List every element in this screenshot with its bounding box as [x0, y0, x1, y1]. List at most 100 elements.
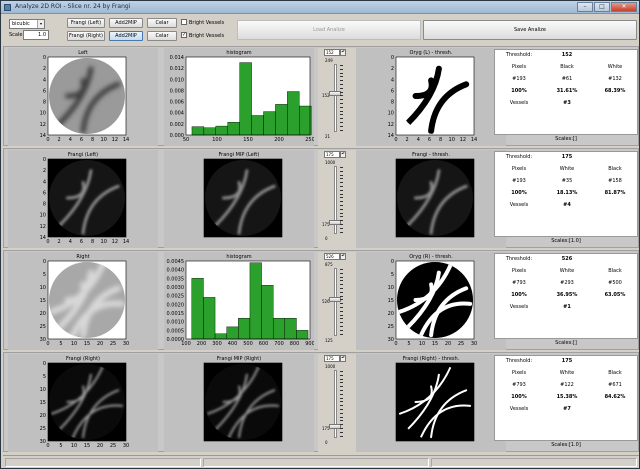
plot-canvas: histogram 0.0045 0.0040 0.0035 0.0030 0.0025 0… [167, 254, 315, 347]
y-tick-label: 0.010 [170, 77, 184, 83]
spin-up-icon[interactable]: ▴▾ [340, 49, 346, 56]
vessel-stroke [417, 301, 473, 338]
count-cell: #193 [512, 178, 526, 184]
col-header: Pixels [511, 370, 527, 376]
slider-tick [340, 95, 343, 97]
roi-image [49, 262, 125, 338]
y-tick-label: 8 [43, 100, 46, 106]
load-analize-button[interactable]: Load Analize [237, 20, 421, 40]
slider-tick [340, 167, 343, 168]
x-tick-label: 100 [212, 137, 222, 143]
axes-frame [395, 260, 475, 340]
vessel-stroke [430, 389, 468, 439]
maximize-button[interactable]: □ [594, 2, 610, 12]
x-tick-label: 0 [46, 341, 49, 347]
close-button[interactable]: ✕ [611, 2, 637, 12]
col-header: Black [608, 166, 622, 172]
count-cell: #132 [608, 76, 622, 82]
celar-right-button[interactable]: Celar [147, 31, 177, 41]
col-header: White [559, 166, 575, 172]
spin-up-icon[interactable]: ▴▾ [340, 151, 346, 158]
y-tick-label: 20 [40, 413, 46, 419]
add2mip-right-button[interactable]: Add2MIP [109, 31, 143, 41]
slider-thumb[interactable] [329, 91, 341, 97]
plot-canvas: Frangi MIP (Right) [203, 356, 283, 442]
x-tick-label: 150 [243, 137, 253, 143]
stats-panel: Threshold: 175 Pixels White Black #793 #… [494, 355, 638, 441]
y-tick-label: 0 [391, 55, 394, 61]
threshold-value-box[interactable]: 175 [324, 151, 340, 158]
threshold-value: 175 [561, 154, 573, 160]
vessels-count: #7 [563, 406, 571, 412]
slider-track[interactable] [334, 64, 337, 132]
plot-canvas: Frangi (Right) - thresh. [395, 356, 475, 442]
y-tick-label: 0 [391, 259, 394, 265]
spin-up-icon[interactable]: ▴▾ [340, 253, 346, 260]
y-tick-label: 10 [40, 387, 46, 393]
axes-frame [47, 362, 127, 442]
slider-track[interactable] [334, 370, 337, 438]
count-cell: #293 [560, 280, 574, 286]
y-tick-label: 0.002 [170, 122, 184, 128]
count-cell: #671 [608, 382, 622, 388]
vessel-stroke [238, 389, 276, 439]
frangi-right-button[interactable]: Frangi (Right) [67, 31, 105, 41]
slider-track[interactable] [334, 166, 337, 234]
interpolation-select[interactable]: bicubic ▾ [9, 19, 45, 29]
bright-vessels-right-label: Bright Vessels [189, 33, 225, 39]
vessel-stroke [222, 180, 242, 200]
slider-max-label: 1000 [325, 160, 336, 165]
vessel-stroke [70, 404, 124, 440]
slider-tick [340, 314, 343, 316]
x-tick-label: 12 [460, 137, 466, 143]
save-analize-button[interactable]: Save Analize [423, 20, 637, 40]
slider-tick [340, 182, 343, 184]
x-tick-label: 5 [59, 443, 62, 449]
scale-input[interactable]: 1.0 [23, 30, 49, 40]
vessels-label: Vessels [509, 100, 529, 106]
y-tick-label: 6 [43, 88, 46, 94]
x-tick-label: 2 [406, 137, 409, 143]
threshold-value-box[interactable]: 152 [324, 49, 340, 56]
y-tick-label: 0.0020 [167, 302, 185, 308]
x-tick-label: 4 [69, 239, 72, 245]
slider-tick [340, 110, 343, 112]
add2mip-left-button[interactable]: Add2MIP [109, 18, 143, 28]
threshold-value: 152 [561, 52, 573, 58]
spin-up-icon[interactable]: ▴▾ [340, 355, 346, 362]
slider-max-label: 875 [325, 262, 333, 267]
slider-tick [340, 65, 343, 66]
x-tick-label: 15 [84, 443, 90, 449]
x-tick-label: 12 [112, 137, 118, 143]
bright-vessels-left-checkbox[interactable] [181, 19, 187, 25]
chevron-down-icon[interactable]: ▾ [37, 20, 44, 28]
bright-vessels-right-checkbox[interactable]: ✓ [181, 32, 187, 38]
threshold-value-box[interactable]: 175 [324, 355, 340, 362]
slider-thumb[interactable] [329, 424, 341, 430]
center-plot: histogram 0.0045 0.0040 0.0035 0.0030 0.0025 0… [164, 252, 314, 350]
y-tick-label: 0 [43, 157, 46, 163]
axes-frame [47, 56, 127, 136]
y-tick-label: 0.0015 [167, 311, 185, 317]
percent-cell: 31.61% [556, 88, 578, 94]
slider-thumb[interactable] [329, 220, 341, 226]
celar-left-button[interactable]: Celar [147, 18, 177, 28]
x-tick-label: 6 [80, 137, 83, 143]
stats-panel: Threshold: 175 Pixels White Black #193 #… [494, 151, 638, 237]
x-tick-label: 800 [290, 341, 300, 347]
slider-max-label: 1000 [325, 364, 336, 369]
source-plot: Frangi (Right) 0 5 10 15 20 25 30 0 5 10 15 20 25 30 [8, 354, 158, 452]
slider-tick [340, 68, 343, 70]
count-cell: #500 [608, 280, 622, 286]
x-tick-label: 600 [259, 341, 269, 347]
x-tick-label: 25 [110, 443, 116, 449]
threshold-slider-panel: 526 ▴▾ 875 526 125 [318, 252, 356, 350]
frangi-left-button[interactable]: Frangi (Left) [67, 18, 105, 28]
y-tick-label: 10 [40, 111, 46, 117]
threshold-value-box[interactable]: 526 [324, 253, 340, 260]
y-tick-label: 14 [40, 235, 46, 241]
threshold-value: 526 [561, 256, 573, 262]
y-tick-label: 0.0040 [167, 268, 185, 274]
minimize-button[interactable]: – [577, 2, 593, 12]
